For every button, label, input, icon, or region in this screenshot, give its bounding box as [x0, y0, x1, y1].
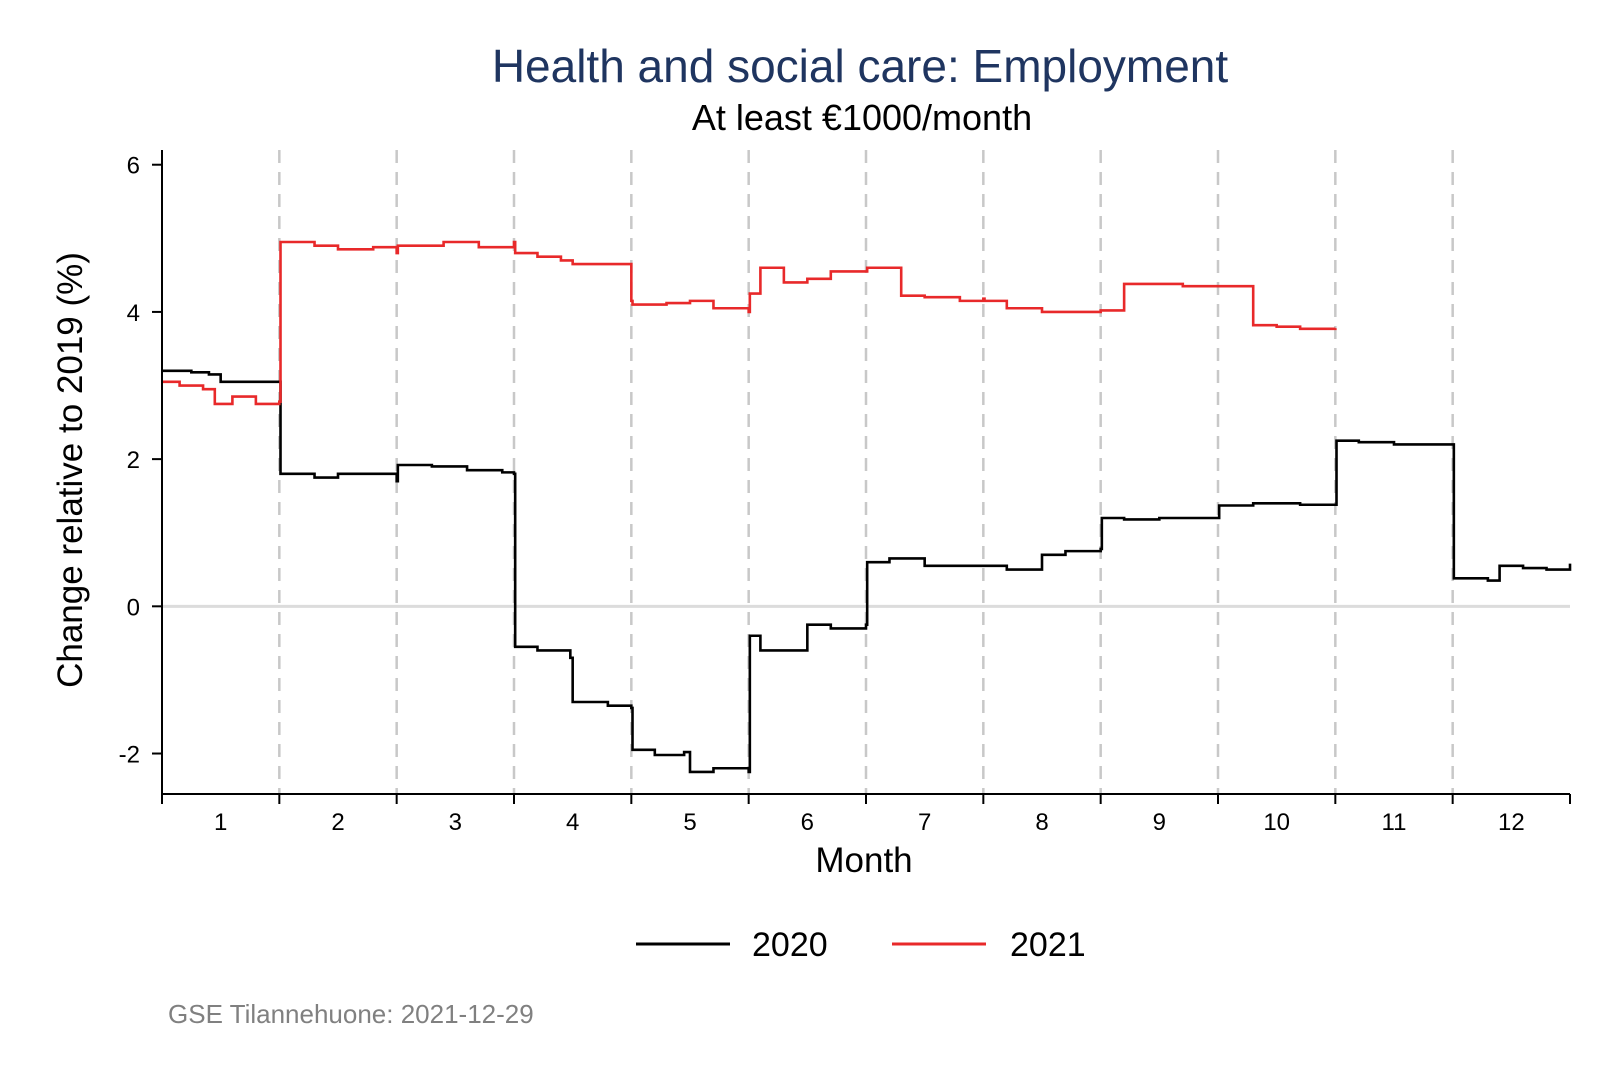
chart-title: Health and social care: Employment	[492, 40, 1229, 92]
x-axis-ticks: 1 2 3 4 5 6 7 8 9 10 11 12	[161, 794, 1571, 836]
legend: 2020 2021	[636, 926, 1086, 964]
x-tick-label: 12	[1498, 809, 1525, 836]
month-gridlines	[278, 150, 1454, 794]
chart-subtitle: At least €1000/month	[692, 97, 1032, 138]
legend-label-2021: 2021	[1010, 926, 1086, 964]
x-tick-label: 7	[918, 809, 931, 836]
series-layer	[162, 240, 1572, 774]
x-tick-label: 11	[1382, 809, 1407, 836]
y-tick-label: 0	[127, 594, 140, 621]
x-tick-label: 3	[449, 809, 462, 836]
series-line-2020	[162, 369, 1572, 774]
y-axis-title: Change relative to 2019 (%)	[51, 252, 90, 688]
x-tick-label: 4	[566, 809, 579, 836]
x-tick-label: 5	[683, 809, 696, 836]
x-tick-label: 2	[331, 809, 344, 836]
y-tick-label: 2	[127, 447, 140, 474]
legend-label-2020: 2020	[752, 926, 828, 964]
y-tick-label: -2	[119, 742, 140, 769]
y-axis-ticks: -2 0 2 4 6	[119, 153, 162, 769]
x-tick-label: 8	[1035, 809, 1048, 836]
y-tick-label: 4	[127, 300, 140, 327]
x-tick-label: 9	[1153, 809, 1166, 836]
x-axis-title: Month	[815, 841, 912, 880]
y-tick-label: 6	[127, 153, 140, 180]
source-note: GSE Tilannehuone: 2021-12-29	[168, 999, 534, 1029]
x-tick-label: 1	[214, 809, 227, 836]
series-line-2021	[162, 240, 1337, 406]
x-tick-label: 10	[1263, 809, 1290, 836]
x-tick-label: 6	[801, 809, 814, 836]
